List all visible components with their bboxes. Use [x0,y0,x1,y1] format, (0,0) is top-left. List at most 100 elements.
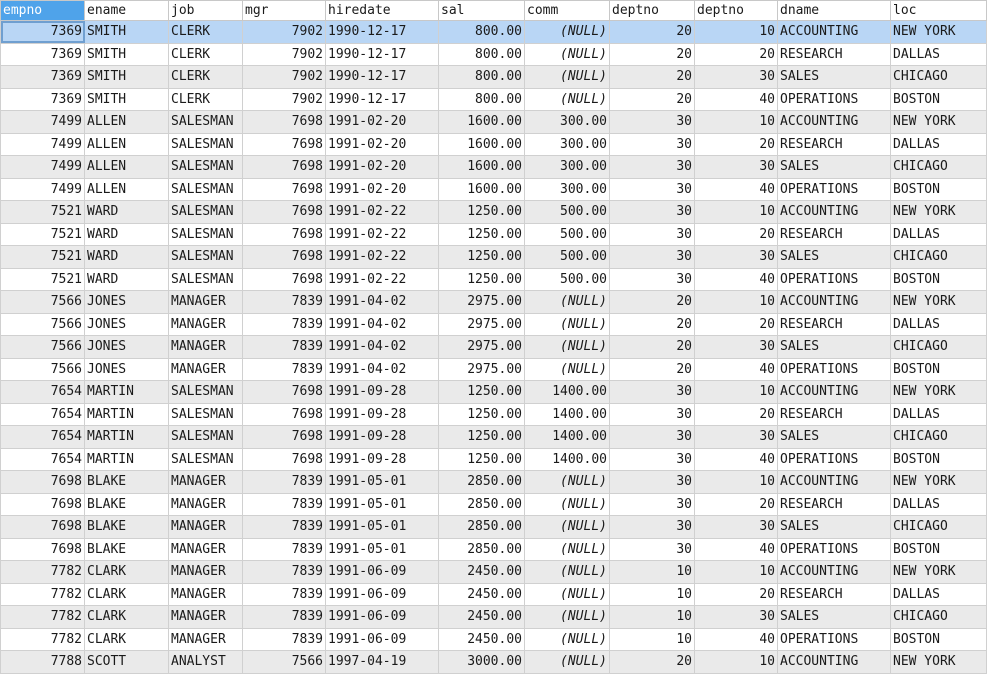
cell-comm[interactable]: (NULL) [524,627,610,651]
cell-comm[interactable]: (NULL) [524,492,610,516]
column-header-sal[interactable]: sal [438,0,525,21]
column-header-deptno[interactable]: deptno [694,0,778,21]
cell-comm[interactable]: (NULL) [524,42,610,66]
cell-loc[interactable]: DALLAS [890,312,987,336]
cell-hiredate[interactable]: 1991-04-02 [325,335,439,359]
table-row[interactable]: 7499 ALLEN SALESMAN 7698 1991-02-20 1600.00 30… [0,132,987,156]
cell-ename[interactable]: ALLEN [84,177,169,201]
table-row[interactable]: 7654 MARTIN SALESMAN 7698 1991-09-28 1250.00 1… [0,402,987,426]
cell-dname[interactable]: OPERATIONS [777,537,891,561]
cell-job[interactable]: SALESMAN [168,267,243,291]
cell-deptno[interactable]: 30 [609,447,695,471]
cell-mgr[interactable]: 7839 [242,290,326,314]
cell-loc[interactable]: DALLAS [890,582,987,606]
cell-comm[interactable]: 500.00 [524,245,610,269]
cell-empno[interactable]: 7566 [0,312,85,336]
cell-sal[interactable]: 2850.00 [438,470,525,494]
cell-dname[interactable]: RESEARCH [777,582,891,606]
cell-job[interactable]: MANAGER [168,470,243,494]
cell-comm[interactable]: (NULL) [524,560,610,584]
cell-comm[interactable]: (NULL) [524,290,610,314]
cell-loc[interactable]: NEW YORK [890,110,987,134]
cell-hiredate[interactable]: 1990-12-17 [325,42,439,66]
cell-loc[interactable]: CHICAGO [890,245,987,269]
cell-deptno[interactable]: 20 [694,132,778,156]
cell-hiredate[interactable]: 1990-12-17 [325,87,439,111]
cell-sal[interactable]: 1600.00 [438,110,525,134]
cell-loc[interactable]: DALLAS [890,132,987,156]
cell-dname[interactable]: SALES [777,245,891,269]
cell-hiredate[interactable]: 1997-04-19 [325,650,439,674]
cell-empno[interactable]: 7698 [0,492,85,516]
table-row[interactable]: 7782 CLARK MANAGER 7839 1991-06-09 2450.00 (NU… [0,582,987,606]
column-header-job[interactable]: job [168,0,243,21]
cell-ename[interactable]: CLARK [84,627,169,651]
cell-comm[interactable]: 500.00 [524,222,610,246]
cell-sal[interactable]: 2450.00 [438,605,525,629]
cell-dname[interactable]: OPERATIONS [777,627,891,651]
cell-loc[interactable]: NEW YORK [890,560,987,584]
column-header-mgr[interactable]: mgr [242,0,326,21]
table-row[interactable]: 7521 WARD SALESMAN 7698 1991-02-22 1250.00 500… [0,245,987,269]
cell-comm[interactable]: (NULL) [524,582,610,606]
cell-dname[interactable]: SALES [777,605,891,629]
cell-comm[interactable]: 1400.00 [524,402,610,426]
cell-empno[interactable]: 7782 [0,605,85,629]
cell-mgr[interactable]: 7698 [242,222,326,246]
cell-deptno[interactable]: 20 [609,312,695,336]
table-row[interactable]: 7788 SCOTT ANALYST 7566 1997-04-19 3000.00 (NU… [0,650,987,674]
table-row[interactable]: 7698 BLAKE MANAGER 7839 1991-05-01 2850.00 (NU… [0,537,987,561]
cell-empno[interactable]: 7698 [0,515,85,539]
cell-hiredate[interactable]: 1991-02-20 [325,177,439,201]
cell-empno[interactable]: 7782 [0,560,85,584]
cell-dname[interactable]: OPERATIONS [777,447,891,471]
cell-deptno[interactable]: 10 [694,20,778,44]
cell-sal[interactable]: 2450.00 [438,560,525,584]
cell-sal[interactable]: 2975.00 [438,290,525,314]
cell-hiredate[interactable]: 1991-05-01 [325,492,439,516]
cell-mgr[interactable]: 7698 [242,245,326,269]
cell-sal[interactable]: 1600.00 [438,155,525,179]
cell-deptno[interactable]: 30 [609,245,695,269]
cell-deptno[interactable]: 40 [694,537,778,561]
cell-job[interactable]: CLERK [168,65,243,89]
cell-comm[interactable]: (NULL) [524,357,610,381]
column-header-loc[interactable]: loc [890,0,987,21]
cell-hiredate[interactable]: 1991-06-09 [325,605,439,629]
cell-sal[interactable]: 1250.00 [438,380,525,404]
cell-comm[interactable]: (NULL) [524,650,610,674]
cell-deptno[interactable]: 20 [609,357,695,381]
cell-deptno[interactable]: 20 [609,20,695,44]
cell-deptno[interactable]: 10 [609,605,695,629]
cell-empno[interactable]: 7369 [0,87,85,111]
cell-job[interactable]: MANAGER [168,537,243,561]
cell-loc[interactable]: NEW YORK [890,470,987,494]
cell-loc[interactable]: CHICAGO [890,515,987,539]
cell-sal[interactable]: 800.00 [438,42,525,66]
cell-deptno[interactable]: 10 [694,380,778,404]
cell-ename[interactable]: SMITH [84,87,169,111]
cell-deptno[interactable]: 20 [609,65,695,89]
cell-hiredate[interactable]: 1991-06-09 [325,560,439,584]
cell-deptno[interactable]: 30 [694,155,778,179]
cell-deptno[interactable]: 10 [694,110,778,134]
cell-job[interactable]: ANALYST [168,650,243,674]
cell-comm[interactable]: (NULL) [524,335,610,359]
cell-deptno[interactable]: 30 [609,110,695,134]
cell-deptno[interactable]: 20 [609,290,695,314]
table-row[interactable]: 7654 MARTIN SALESMAN 7698 1991-09-28 1250.00 1… [0,425,987,449]
cell-ename[interactable]: JONES [84,335,169,359]
cell-mgr[interactable]: 7902 [242,20,326,44]
cell-hiredate[interactable]: 1991-04-02 [325,290,439,314]
cell-mgr[interactable]: 7698 [242,267,326,291]
column-header-comm[interactable]: comm [524,0,610,21]
cell-dname[interactable]: OPERATIONS [777,357,891,381]
cell-comm[interactable]: (NULL) [524,605,610,629]
cell-hiredate[interactable]: 1991-02-20 [325,132,439,156]
cell-dname[interactable]: ACCOUNTING [777,20,891,44]
cell-dname[interactable]: ACCOUNTING [777,560,891,584]
cell-sal[interactable]: 2850.00 [438,515,525,539]
cell-deptno[interactable]: 30 [694,425,778,449]
cell-empno[interactable]: 7369 [0,20,85,44]
cell-deptno[interactable]: 40 [694,87,778,111]
